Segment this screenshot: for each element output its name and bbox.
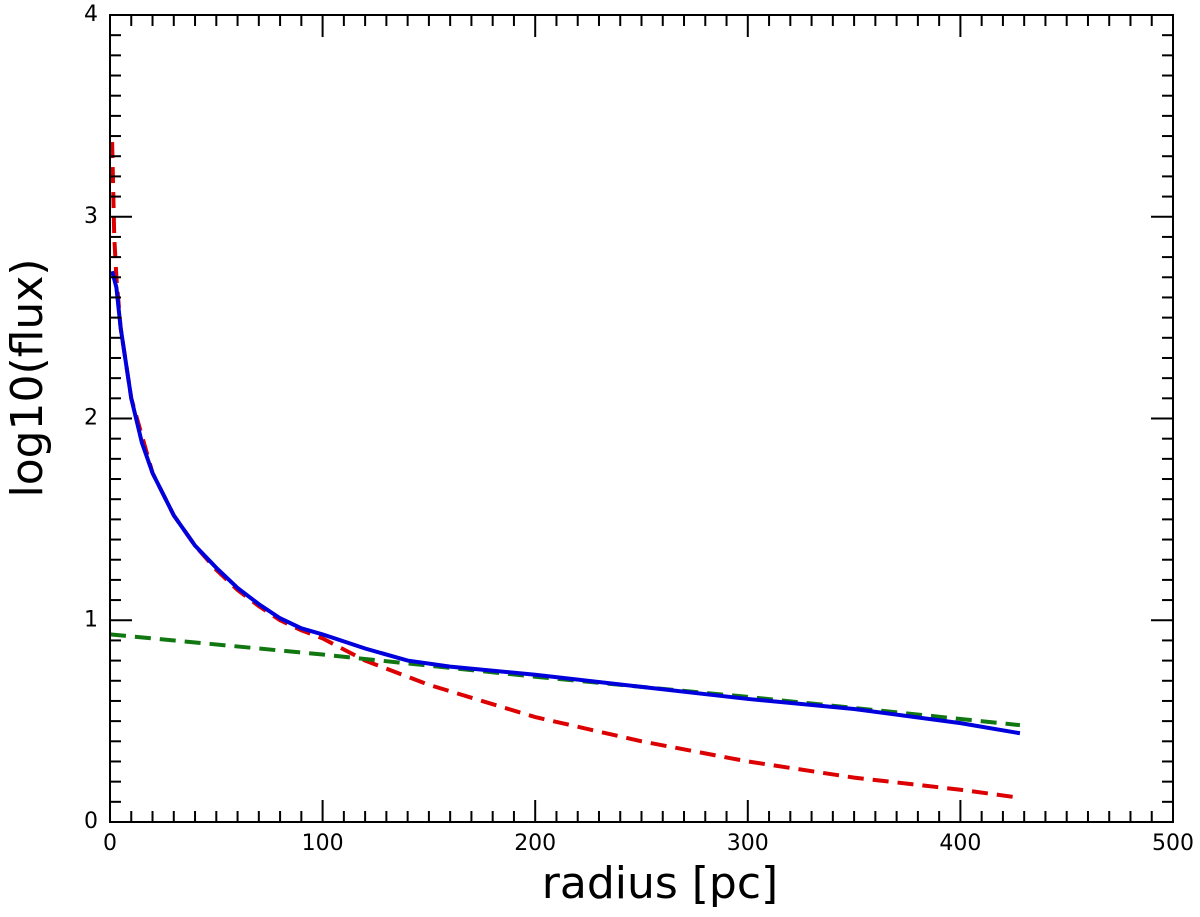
data-line	[110, 270, 1021, 736]
y-axis-label: log10(flux)	[2, 258, 53, 497]
x-tick-label: 0	[103, 831, 117, 856]
x-tick-label: 200	[514, 831, 556, 856]
y-tick-label: 3	[84, 204, 98, 229]
x-tick-label: 500	[1152, 831, 1194, 856]
x-tick-label: 400	[939, 831, 981, 856]
x-tick-label: 300	[727, 831, 769, 856]
data-line	[110, 142, 1021, 800]
y-tick-label: 1	[84, 607, 98, 632]
x-axis-label: radius [pc]	[542, 858, 778, 909]
x-tick-label: 100	[302, 831, 344, 856]
y-tick-label: 2	[84, 406, 98, 431]
plot-frame	[109, 14, 1174, 823]
y-tick-label: 4	[84, 2, 98, 27]
y-tick-label: 0	[84, 809, 98, 834]
